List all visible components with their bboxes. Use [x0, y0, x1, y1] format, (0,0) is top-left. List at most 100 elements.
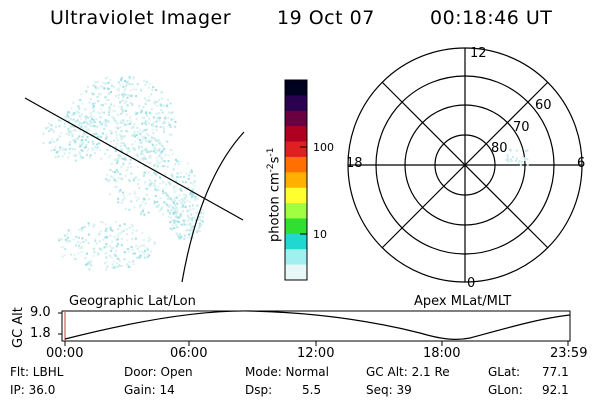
emission-pixel — [170, 198, 173, 201]
emission-pixel — [191, 236, 194, 239]
emission-pixel — [102, 121, 105, 124]
emission-pixel — [83, 146, 86, 149]
emission-pixel — [124, 145, 127, 148]
emission-pixel — [105, 268, 107, 271]
emission-pixel — [108, 106, 111, 109]
emission-pixel — [50, 124, 53, 127]
emission-pixel — [126, 233, 128, 236]
emission-pixel — [195, 196, 198, 199]
emission-pixel — [79, 153, 82, 156]
emission-pixel — [147, 139, 150, 142]
emission-pixel — [114, 254, 117, 257]
emission-pixel — [124, 158, 126, 161]
emission-pixel — [176, 183, 179, 186]
emission-pixel — [144, 157, 147, 160]
emission-pixel — [192, 208, 195, 211]
emission-pixel — [163, 121, 166, 124]
emission-pixel — [112, 170, 114, 173]
emission-pixel — [113, 110, 116, 113]
emission-pixel — [143, 155, 146, 158]
emission-pixel — [136, 83, 139, 86]
emission-pixel — [116, 234, 119, 237]
instrument-title: Ultraviolet Imager — [50, 7, 232, 29]
emission-pixel — [184, 219, 187, 222]
emission-pixel — [74, 148, 76, 151]
emission-pixel — [128, 208, 131, 211]
geo-lat-line — [24, 97, 244, 221]
emission-pixel — [98, 233, 101, 236]
emission-pixel — [162, 213, 165, 216]
emission-pixel — [132, 252, 135, 255]
emission-pixel — [78, 121, 81, 123]
emission-pixel — [148, 99, 151, 102]
emission-pixel — [180, 200, 183, 203]
emission-pixel — [126, 150, 129, 153]
emission-pixel — [120, 244, 123, 247]
emission-pixel — [67, 156, 70, 159]
emission-pixel — [126, 104, 129, 107]
emission-pixel — [145, 246, 148, 249]
emission-pixel — [98, 112, 101, 115]
emission-pixel — [42, 142, 45, 145]
emission-pixel — [67, 128, 70, 131]
emission-pixel — [183, 221, 185, 224]
emission-pixel — [175, 232, 178, 235]
emission-pixel — [127, 248, 129, 251]
emission-pixel — [152, 125, 155, 127]
emission-pixel — [132, 88, 135, 91]
emission-pixel — [100, 85, 102, 88]
emission-pixel — [174, 204, 177, 207]
emission-pixel — [166, 103, 169, 106]
emission-pixel — [165, 202, 168, 205]
emission-pixel — [84, 118, 87, 121]
emission-pixel — [120, 157, 123, 160]
emission-pixel — [173, 185, 175, 188]
emission-pixel — [142, 152, 145, 155]
emission-pixel — [117, 93, 120, 96]
emission-pixel — [156, 166, 159, 168]
emission-pixel — [117, 177, 120, 180]
emission-pixel — [125, 147, 128, 150]
emission-pixel — [94, 125, 97, 128]
emission-pixel — [195, 211, 198, 214]
emission-pixel — [99, 148, 101, 151]
emission-pixel — [119, 101, 122, 104]
emission-pixel — [98, 123, 101, 126]
emission-pixel — [95, 118, 98, 121]
emission-pixel — [187, 177, 190, 180]
emission-pixel — [132, 147, 135, 150]
emission-pixel — [88, 156, 91, 159]
emission-pixel — [80, 143, 83, 146]
emission-pixel — [140, 158, 143, 160]
emission-pixel — [147, 134, 150, 137]
emission-pixel — [182, 224, 185, 226]
polar-emission — [505, 148, 529, 167]
emission-pixel — [106, 99, 109, 101]
emission-pixel — [141, 212, 144, 214]
emission-pixel — [169, 227, 172, 230]
emission-pixel — [168, 210, 171, 213]
emission-pixel — [68, 133, 70, 136]
emission-pixel — [93, 102, 96, 105]
emission-pixel — [120, 106, 123, 109]
emission-pixel — [157, 162, 160, 164]
emission-pixel — [158, 99, 160, 102]
emission-pixel — [133, 133, 135, 136]
emission-pixel — [80, 93, 83, 96]
emission-pixel — [85, 115, 88, 118]
emission-pixel — [116, 142, 119, 145]
emission-pixel — [125, 158, 128, 161]
emission-pixel — [90, 260, 93, 263]
emission-pixel — [184, 181, 187, 184]
emission-pixel — [135, 229, 138, 232]
emission-pixel — [146, 150, 149, 153]
emission-pixel — [151, 128, 154, 131]
emission-pixel — [109, 169, 112, 172]
emission-pixel — [198, 230, 201, 233]
geo-terminator-line — [181, 131, 245, 283]
emission-pixel — [140, 111, 143, 114]
colorbar-band — [285, 187, 307, 204]
glat-info-label: GLat: — [488, 365, 521, 379]
gcalt-info: GC Alt: 2.1 Re — [366, 365, 450, 379]
emission-pixel — [81, 237, 84, 240]
